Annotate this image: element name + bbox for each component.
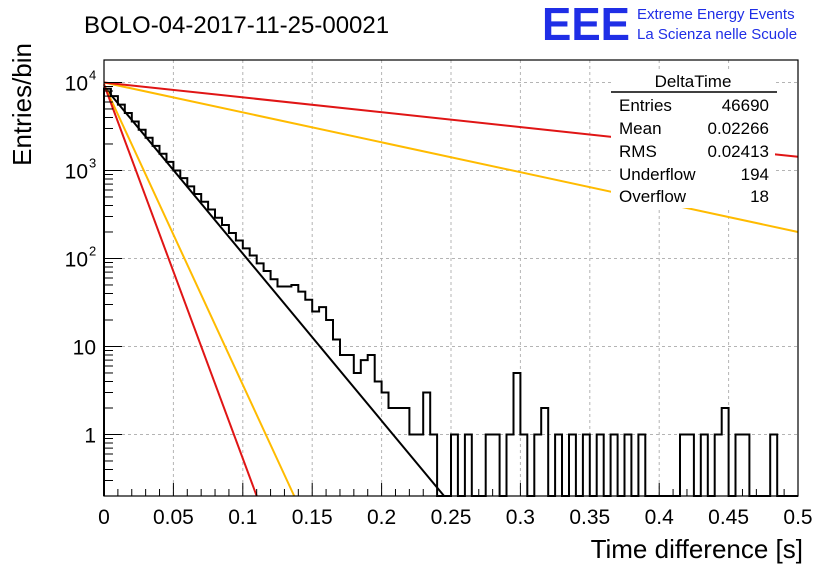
x-tick-label: 0.5 <box>783 506 812 529</box>
stats-label-rms: RMS <box>619 142 657 161</box>
x-tick-label: 0.2 <box>367 506 396 529</box>
x-tick-label: 0.25 <box>431 506 472 529</box>
axis-ticks <box>103 81 799 497</box>
stats-value-mean: 0.02266 <box>708 119 769 138</box>
x-tick-label: 0.35 <box>569 506 610 529</box>
stats-value-underflow: 194 <box>741 165 769 184</box>
exponential-curve <box>103 84 258 497</box>
stats-label-underflow: Underflow <box>619 165 696 184</box>
stats-label-mean: Mean <box>619 119 662 138</box>
y-tick-exponent: 3 <box>89 155 96 170</box>
x-tick-label: 0 <box>98 506 110 529</box>
y-tick-label: 10 <box>65 248 88 271</box>
y-tick-exponent: 2 <box>89 243 96 258</box>
y-tick-label: 10 <box>73 336 96 359</box>
stats-box: DeltaTime Entries 46690 Mean 0.02266 RMS… <box>611 69 777 208</box>
y-axis-label: Entries/bin <box>7 43 37 166</box>
stats-value-entries: 46690 <box>722 96 769 115</box>
exponential-curve <box>103 85 445 497</box>
brand-line-1: Extreme Energy Events <box>637 6 795 23</box>
x-tick-label: 0.15 <box>292 506 333 529</box>
y-tick-label: 1 <box>84 424 96 447</box>
stats-value-overflow: 18 <box>750 187 769 206</box>
x-tick-label: 0.3 <box>506 506 535 529</box>
y-tick-exponent: 4 <box>89 67 96 82</box>
exponential-curve <box>103 83 296 497</box>
x-axis-label: Time difference [s] <box>591 534 803 564</box>
stats-title: DeltaTime <box>655 72 732 91</box>
chart-title: BOLO-04-2017-11-25-00021 <box>84 12 389 39</box>
stats-value-rms: 0.02413 <box>708 142 769 161</box>
eee-logo: EEE <box>542 0 630 50</box>
x-tick-label: 0.45 <box>708 506 749 529</box>
brand-line-2: La Scienza nelle Scuole <box>637 26 797 43</box>
stats-label-overflow: Overflow <box>619 187 687 206</box>
y-tick-label: 10 <box>65 160 88 183</box>
x-tick-labels: 0 0.05 0.1 0.15 0.2 0.25 0.3 0.35 0.4 0.45 0.5 <box>98 506 812 529</box>
x-tick-label: 0.1 <box>228 506 257 529</box>
stats-label-entries: Entries <box>619 96 672 115</box>
y-tick-label: 10 <box>65 72 88 95</box>
x-tick-label: 0.4 <box>645 506 675 529</box>
x-tick-label: 0.05 <box>153 506 194 529</box>
